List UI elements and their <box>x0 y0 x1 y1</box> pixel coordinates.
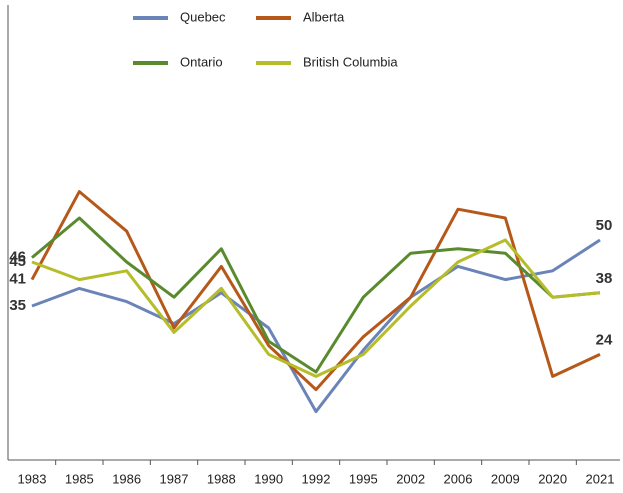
series-line <box>31 238 601 414</box>
data-label: 45 <box>9 253 26 270</box>
x-tick-label: 2009 <box>491 471 520 486</box>
x-tick-label: 1987 <box>160 471 189 486</box>
legend-label: Alberta <box>303 9 345 24</box>
legend-label: Quebec <box>180 9 226 24</box>
x-tick-label: 2020 <box>538 471 567 486</box>
x-tick-label: 1990 <box>254 471 283 486</box>
x-tick-label: 2006 <box>444 471 473 486</box>
data-label: 24 <box>596 331 613 348</box>
x-tick-label: 1988 <box>207 471 236 486</box>
series-line <box>30 190 601 392</box>
x-tick-label: 2021 <box>586 471 615 486</box>
series-line <box>31 216 601 374</box>
x-tick-label: 2002 <box>396 471 425 486</box>
x-tick-label: 1985 <box>65 471 94 486</box>
legend-label: Ontario <box>180 54 223 69</box>
legend-label: British Columbia <box>303 54 398 69</box>
series-line <box>31 238 601 378</box>
x-tick-label: 1995 <box>349 471 378 486</box>
data-label: 38 <box>596 270 613 287</box>
x-tick-label: 1986 <box>112 471 141 486</box>
data-label: 46 <box>9 249 26 266</box>
x-tick-label: 1992 <box>302 471 331 486</box>
data-label: 35 <box>9 297 26 314</box>
x-tick-label: 1983 <box>18 471 47 486</box>
data-label: 41 <box>9 271 26 288</box>
data-label: 50 <box>596 217 613 234</box>
